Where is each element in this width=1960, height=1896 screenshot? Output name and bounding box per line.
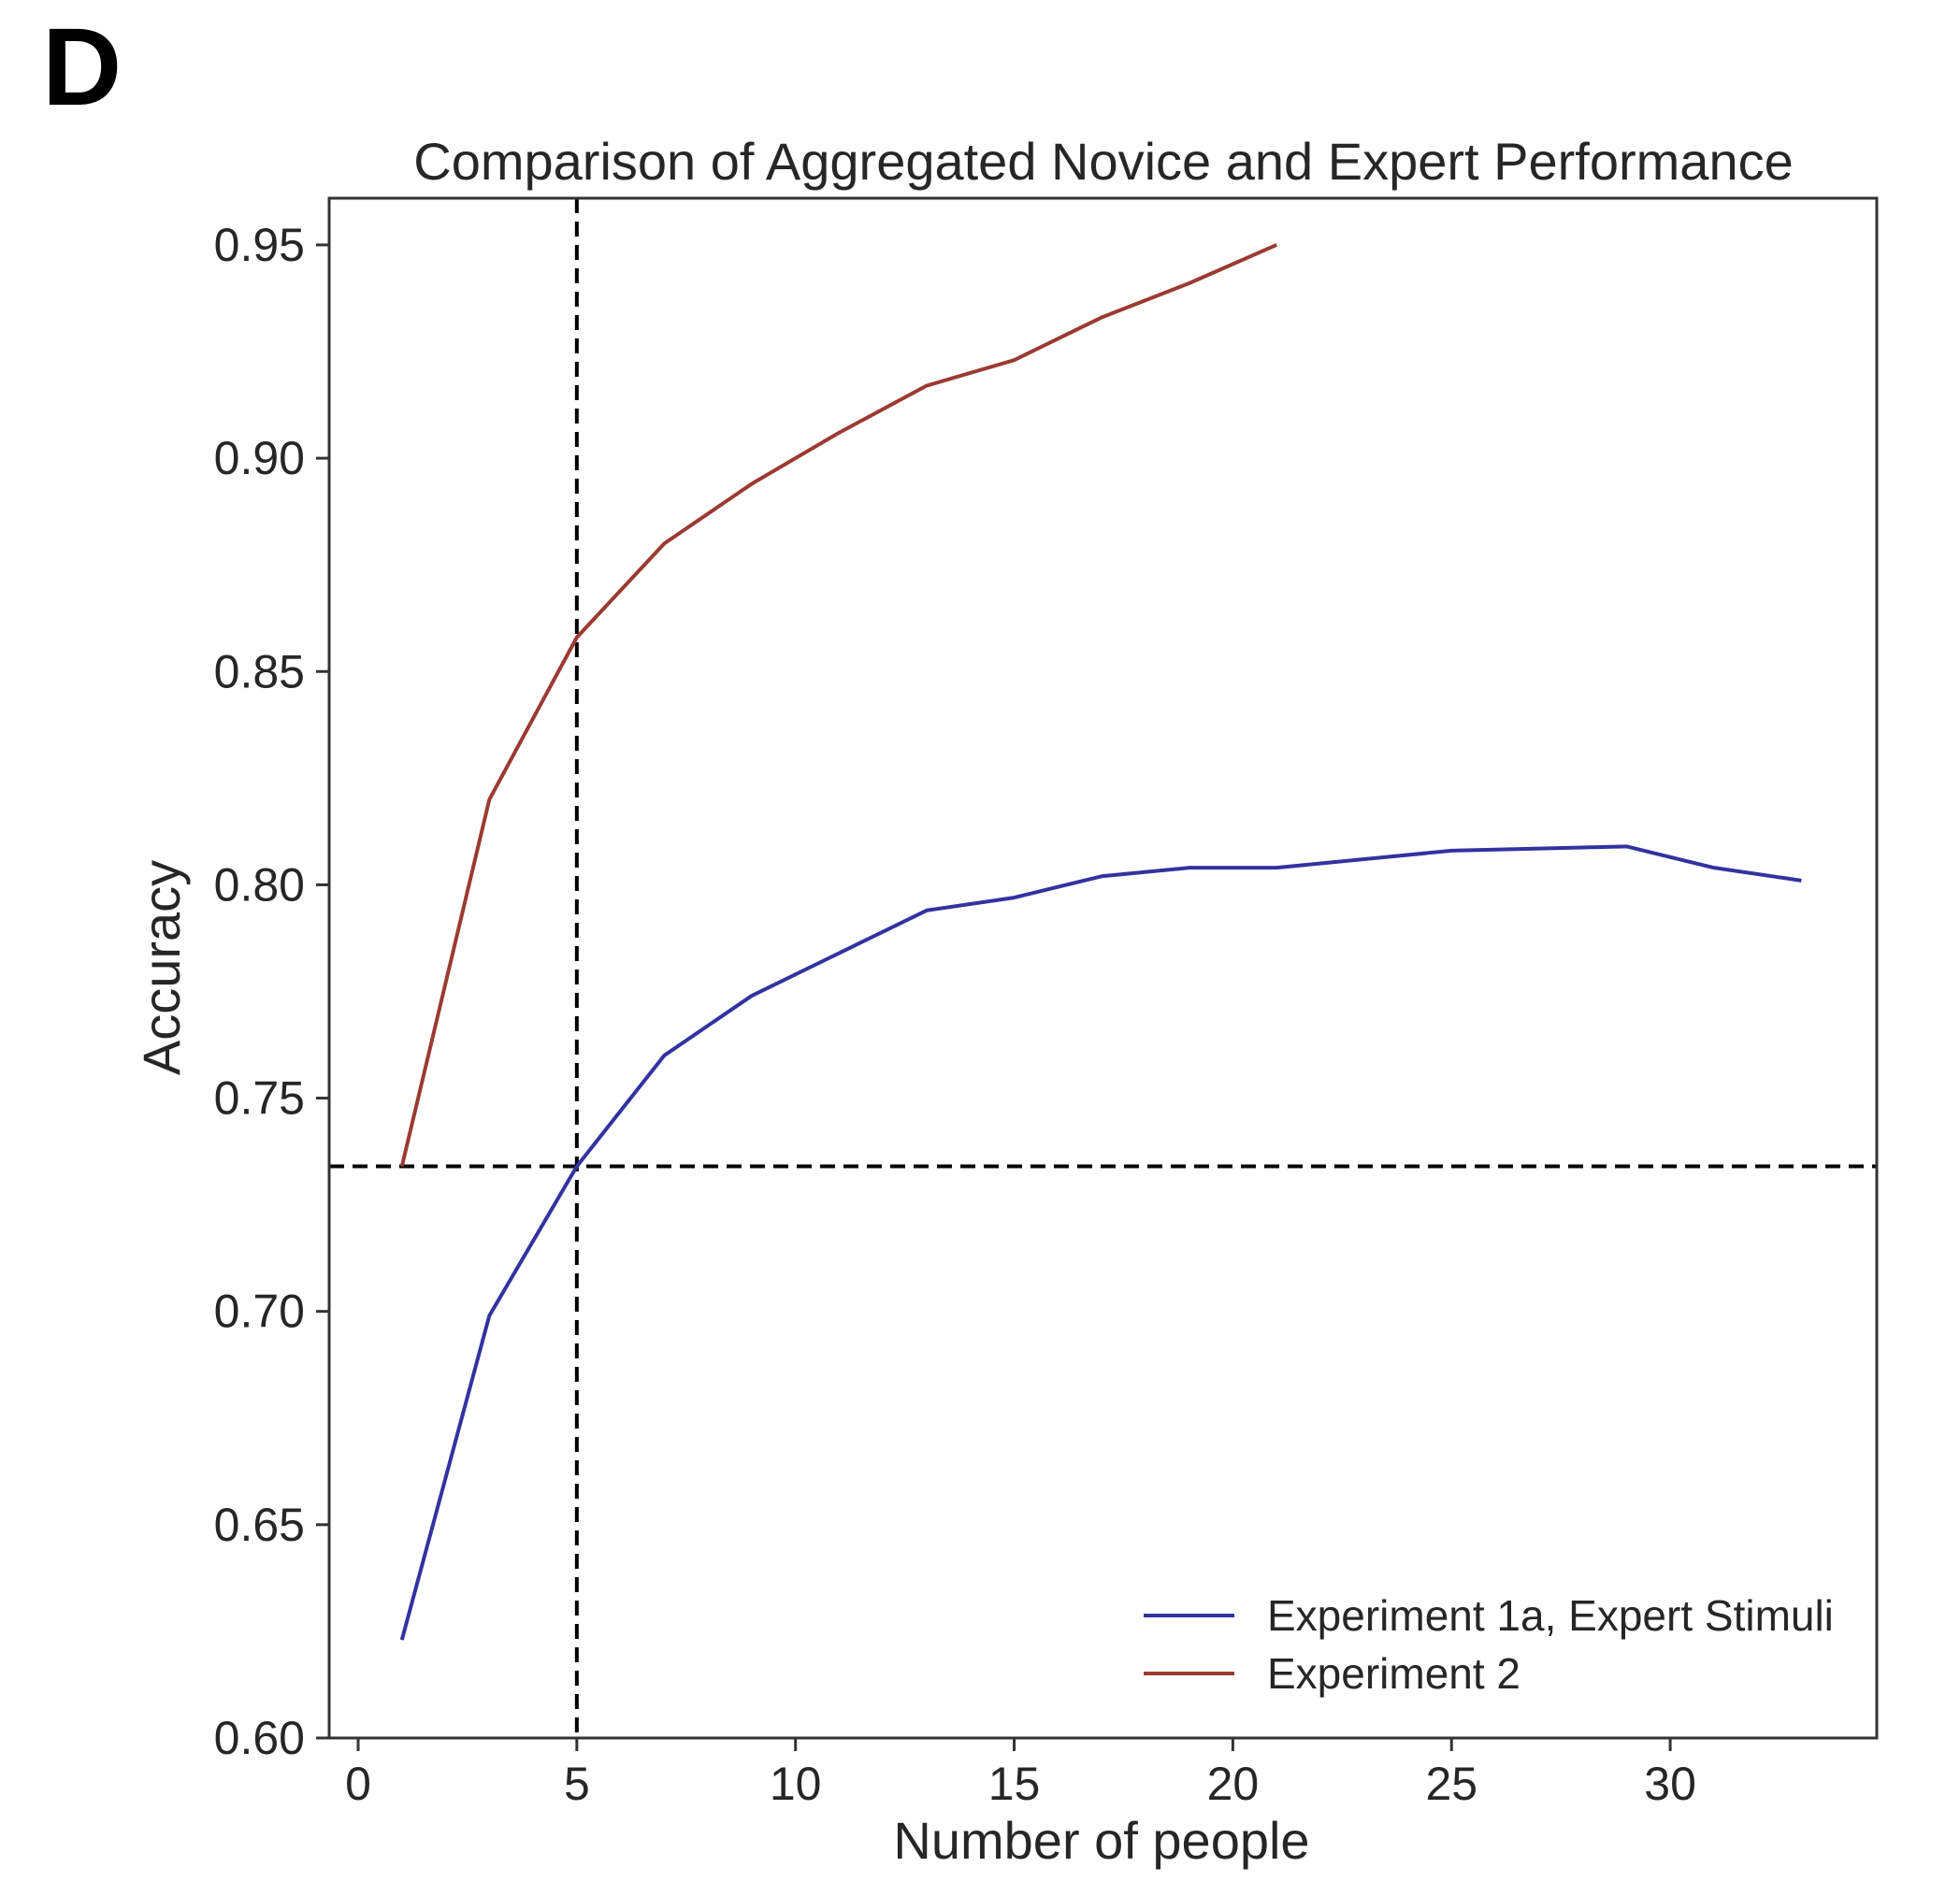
legend: Experiment 1a, Expert Stimuli Experiment … [1144,1591,1834,1698]
legend-label-1: Experiment 1a, Expert Stimuli [1267,1591,1834,1640]
x-axis-label: Number of people [893,1811,1309,1870]
y-tick-label: 0.90 [214,432,305,484]
y-tick-label: 0.85 [214,645,305,697]
y-tick-label: 0.75 [214,1072,305,1125]
axes-frame [327,196,1879,1740]
chart-title: Comparison of Aggregated Novice and Expe… [413,132,1793,191]
y-tick-label: 0.95 [214,219,305,271]
legend-label-2: Experiment 2 [1267,1649,1520,1698]
panel-label: D [42,6,122,129]
y-tick-label: 0.80 [214,858,305,911]
plot-area [329,198,1877,1738]
series-line-2 [399,243,1277,1168]
x-tick-label: 30 [1644,1758,1696,1810]
series-line-1 [399,844,1802,1641]
y-tick-label: 0.65 [214,1499,305,1551]
y-tick-label: 0.60 [214,1712,305,1764]
x-tick-label: 10 [770,1758,822,1810]
x-tick-label: 25 [1425,1758,1477,1810]
y-axis: 0.60 0.65 0.70 0.75 0.80 0.85 0.90 0.95 [214,219,329,1764]
x-tick-label: 0 [345,1758,371,1810]
y-tick-label: 0.70 [214,1286,305,1338]
x-axis: 0 5 10 15 20 25 30 [345,1738,1696,1810]
x-tick-label: 5 [564,1758,590,1810]
y-axis-label: Accuracy [132,860,191,1075]
x-tick-label: 15 [988,1758,1041,1810]
x-tick-label: 20 [1207,1758,1260,1810]
